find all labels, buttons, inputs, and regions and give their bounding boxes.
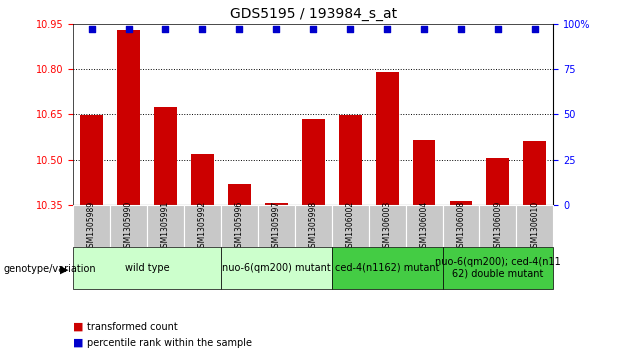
Bar bbox=[332, 247, 443, 289]
Point bbox=[86, 26, 97, 32]
Bar bbox=[443, 247, 553, 289]
Bar bbox=[117, 30, 140, 205]
Text: GSM1306010: GSM1306010 bbox=[530, 200, 539, 252]
Bar bbox=[184, 205, 221, 247]
Text: GSM1305991: GSM1305991 bbox=[161, 200, 170, 252]
Bar bbox=[265, 203, 287, 205]
Point bbox=[123, 26, 134, 32]
Bar bbox=[516, 205, 553, 247]
Bar bbox=[154, 107, 177, 205]
Text: GSM1306009: GSM1306009 bbox=[494, 200, 502, 252]
Bar bbox=[221, 205, 258, 247]
Point bbox=[530, 26, 540, 32]
Text: nuo-6(qm200); ced-4(n11
62) double mutant: nuo-6(qm200); ced-4(n11 62) double mutan… bbox=[435, 257, 561, 278]
Bar bbox=[221, 247, 332, 289]
Text: GSM1306004: GSM1306004 bbox=[420, 200, 429, 252]
Title: GDS5195 / 193984_s_at: GDS5195 / 193984_s_at bbox=[230, 7, 397, 21]
Point bbox=[493, 26, 503, 32]
Bar bbox=[228, 184, 251, 205]
Bar bbox=[480, 205, 516, 247]
Bar bbox=[413, 140, 436, 205]
Text: nuo-6(qm200) mutant: nuo-6(qm200) mutant bbox=[222, 263, 331, 273]
Text: GSM1305998: GSM1305998 bbox=[308, 200, 318, 252]
Bar bbox=[450, 201, 473, 205]
Point bbox=[234, 26, 244, 32]
Bar bbox=[339, 115, 362, 205]
Point bbox=[382, 26, 392, 32]
Bar bbox=[147, 205, 184, 247]
Text: GSM1305997: GSM1305997 bbox=[272, 200, 280, 252]
Text: GSM1306002: GSM1306002 bbox=[346, 200, 355, 252]
Text: ▶: ▶ bbox=[60, 264, 69, 274]
Bar bbox=[406, 205, 443, 247]
Bar bbox=[301, 119, 325, 205]
Text: ■: ■ bbox=[73, 322, 84, 332]
Bar bbox=[523, 141, 546, 205]
Text: genotype/variation: genotype/variation bbox=[3, 264, 96, 274]
Bar bbox=[80, 115, 103, 205]
Text: GSM1305996: GSM1305996 bbox=[235, 200, 244, 252]
Bar bbox=[191, 154, 214, 205]
Bar bbox=[258, 205, 294, 247]
Bar bbox=[376, 72, 399, 205]
Point bbox=[456, 26, 466, 32]
Point bbox=[271, 26, 281, 32]
Bar bbox=[332, 205, 369, 247]
Point bbox=[160, 26, 170, 32]
Bar bbox=[73, 205, 110, 247]
Point bbox=[197, 26, 207, 32]
Text: transformed count: transformed count bbox=[87, 322, 178, 332]
Text: GSM1306008: GSM1306008 bbox=[457, 200, 466, 252]
Text: percentile rank within the sample: percentile rank within the sample bbox=[87, 338, 252, 348]
Point bbox=[345, 26, 356, 32]
Text: ■: ■ bbox=[73, 338, 84, 348]
Bar bbox=[487, 158, 509, 205]
Text: GSM1305990: GSM1305990 bbox=[124, 200, 133, 252]
Text: GSM1306003: GSM1306003 bbox=[383, 200, 392, 252]
Text: wild type: wild type bbox=[125, 263, 169, 273]
Bar bbox=[369, 205, 406, 247]
Text: GSM1305989: GSM1305989 bbox=[87, 200, 96, 252]
Bar bbox=[110, 205, 147, 247]
Bar bbox=[73, 247, 221, 289]
Point bbox=[308, 26, 319, 32]
Bar bbox=[294, 205, 332, 247]
Text: ced-4(n1162) mutant: ced-4(n1162) mutant bbox=[335, 263, 439, 273]
Text: GSM1305992: GSM1305992 bbox=[198, 200, 207, 252]
Point bbox=[419, 26, 429, 32]
Bar bbox=[443, 205, 480, 247]
